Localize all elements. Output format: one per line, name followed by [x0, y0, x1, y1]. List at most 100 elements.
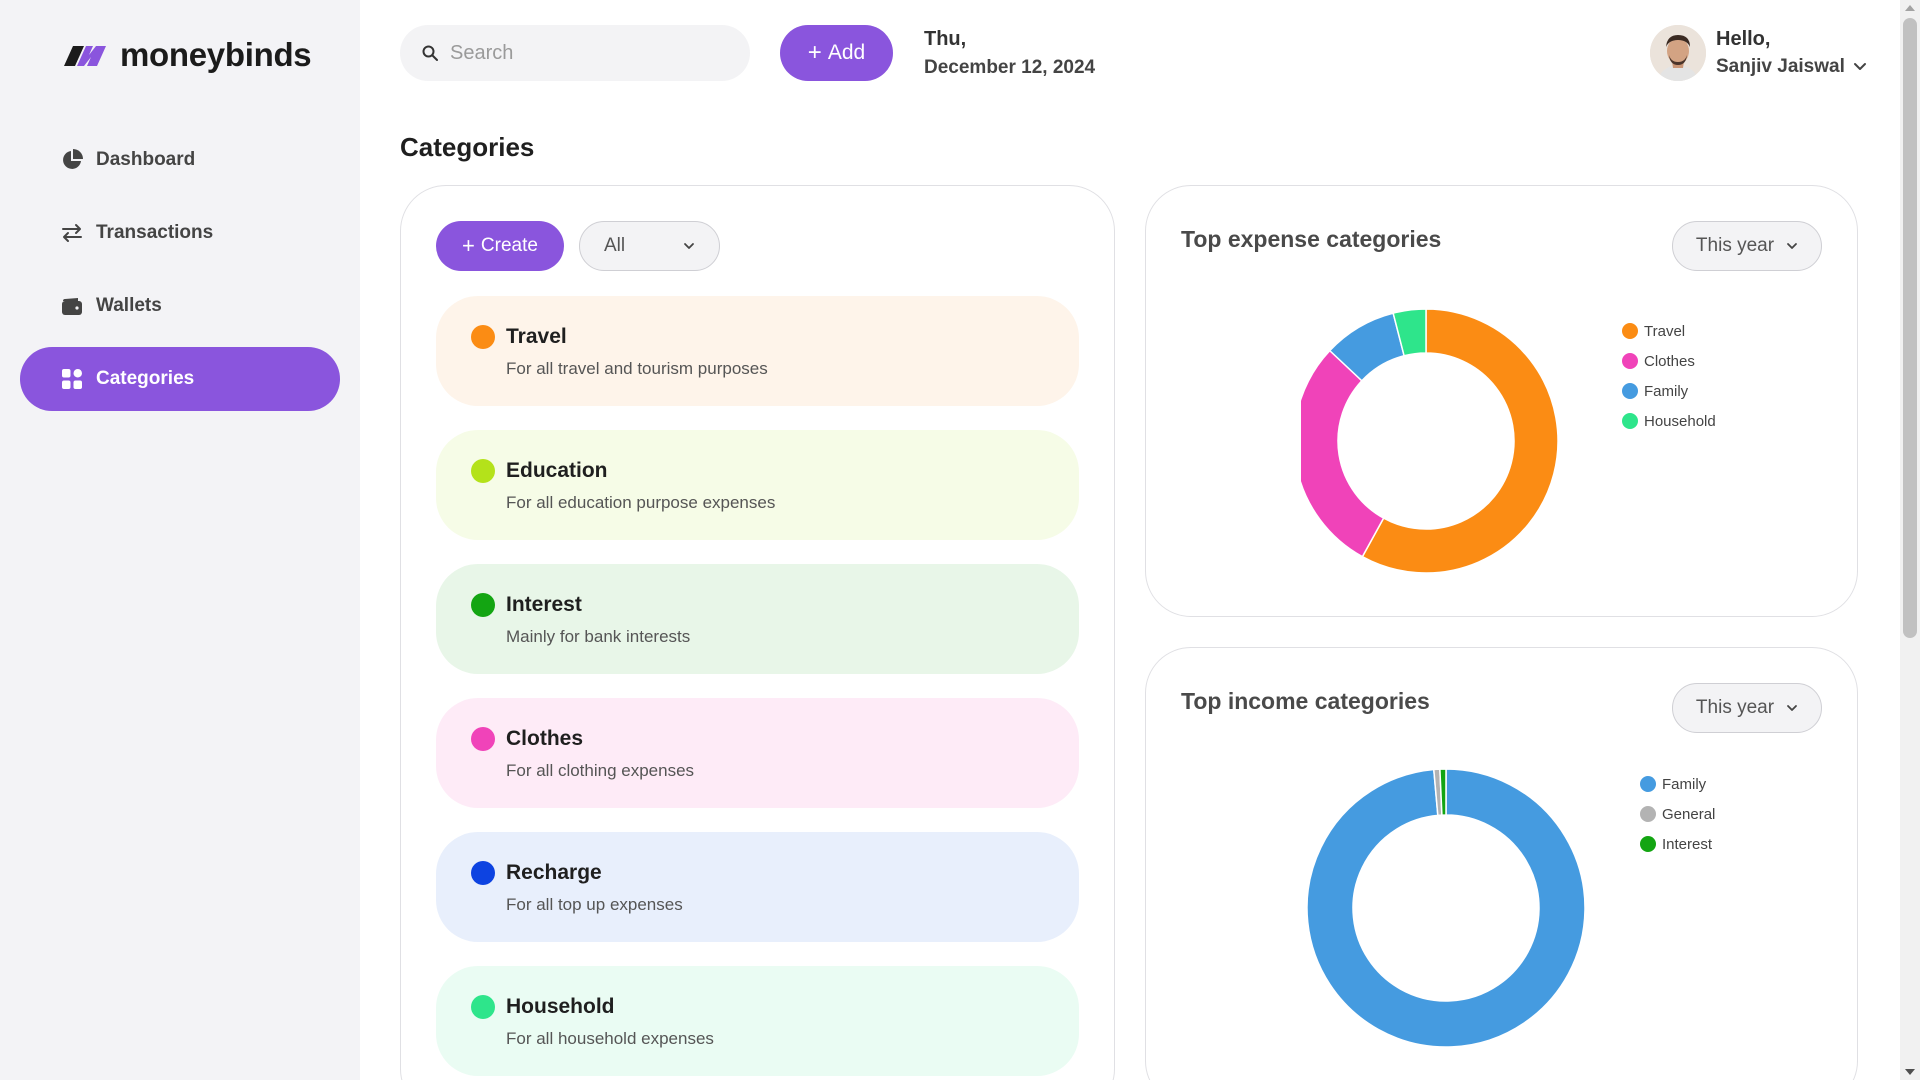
scroll-down-arrow-icon[interactable] [1905, 1069, 1915, 1075]
user-greeting: Hello, Sanjiv Jaiswal [1716, 28, 1867, 78]
sidebar: moneybinds Dashboard Transactions Wallet… [0, 0, 360, 1080]
legend-color-dot [1640, 836, 1656, 852]
search-input[interactable] [450, 41, 730, 65]
sidebar-item-label: Wallets [96, 295, 162, 316]
wallet-icon [60, 294, 84, 318]
category-description: For all household expenses [506, 1029, 714, 1048]
period-select[interactable]: This year [1672, 221, 1822, 271]
search-box[interactable] [400, 25, 750, 81]
chevron-down-icon [684, 243, 694, 249]
create-category-button[interactable]: + Create [436, 221, 564, 271]
sidebar-nav: Dashboard Transactions Wallets Categorie… [20, 128, 340, 420]
date-day: Thu, [924, 28, 967, 50]
greeting-text: Hello, [1716, 28, 1771, 50]
category-color-dot [471, 861, 495, 885]
filter-value: All [604, 235, 626, 256]
plus-icon: + [462, 233, 475, 258]
category-name: Education [506, 459, 608, 482]
app-logo[interactable]: moneybinds [60, 36, 312, 74]
legend-item-travel[interactable]: Travel [1622, 316, 1716, 346]
user-name-row[interactable]: Sanjiv Jaiswal [1716, 56, 1867, 78]
legend-label: Household [1644, 412, 1716, 430]
add-button[interactable]: + Add [780, 25, 893, 81]
donut-slice-interest[interactable] [1439, 768, 1447, 816]
user-name: Sanjiv Jaiswal [1716, 56, 1845, 77]
category-card-clothes[interactable]: Clothes For all clothing expenses [436, 698, 1079, 808]
category-description: For all travel and tourism purposes [506, 359, 768, 378]
plus-icon: + [807, 39, 822, 66]
category-card-education[interactable]: Education For all education purpose expe… [436, 430, 1079, 540]
user-avatar-icon [1650, 25, 1706, 81]
chart-legend: Family General Interest [1640, 769, 1715, 859]
legend-label: Family [1662, 775, 1707, 793]
expense-donut-chart [1301, 308, 1559, 574]
category-description: For all top up expenses [506, 895, 683, 914]
legend-item-clothes[interactable]: Clothes [1622, 346, 1716, 376]
date-full: December 12, 2024 [924, 57, 1096, 78]
legend-item-general[interactable]: General [1640, 799, 1715, 829]
sidebar-item-categories[interactable]: Categories [20, 347, 340, 411]
page-scrollbar[interactable] [1900, 0, 1920, 1080]
categories-panel: + Create All Travel For all travel and t… [400, 185, 1115, 1080]
moneybinds-logo-icon [64, 46, 106, 66]
scroll-up-arrow-icon[interactable] [1905, 5, 1915, 11]
legend-item-family[interactable]: Family [1622, 376, 1716, 406]
legend-label: General [1662, 805, 1716, 823]
sidebar-item-wallets[interactable]: Wallets [20, 274, 340, 338]
chevron-down-icon [1853, 63, 1866, 70]
scrollbar-thumb[interactable] [1903, 18, 1917, 638]
sidebar-item-dashboard[interactable]: Dashboard [20, 128, 340, 192]
chart-title: Top expense categories [1181, 226, 1442, 252]
donut-slice-clothes[interactable] [1301, 349, 1385, 558]
app-name: moneybinds [120, 36, 312, 73]
legend-label: Clothes [1644, 352, 1695, 370]
category-name: Household [506, 995, 615, 1018]
category-card-interest[interactable]: Interest Mainly for bank interests [436, 564, 1079, 674]
legend-item-household[interactable]: Household [1622, 406, 1716, 436]
legend-label: Family [1644, 382, 1689, 400]
category-card-household[interactable]: Household For all household expenses [436, 966, 1079, 1076]
add-button-label: Add [827, 41, 866, 64]
chart-title: Top income categories [1181, 688, 1430, 714]
category-description: For all education purpose expenses [506, 493, 776, 512]
legend-color-dot [1640, 776, 1656, 792]
category-list: Travel For all travel and tourism purpos… [436, 296, 1079, 1080]
legend-color-dot [1622, 413, 1638, 429]
donut-slice-household[interactable] [1392, 308, 1427, 357]
legend-color-dot [1622, 353, 1638, 369]
category-card-recharge[interactable]: Recharge For all top up expenses [436, 832, 1079, 942]
category-filter-select[interactable]: All [579, 221, 720, 271]
sidebar-item-label: Dashboard [96, 149, 196, 170]
legend-color-dot [1622, 383, 1638, 399]
grid-icon [60, 367, 84, 391]
current-date: Thu, December 12, 2024 [924, 28, 1095, 79]
category-description: For all clothing expenses [506, 761, 695, 780]
chevron-down-icon [1787, 243, 1797, 249]
sidebar-item-label: Transactions [96, 222, 214, 243]
donut-slice-travel[interactable] [1361, 308, 1559, 574]
chart-legend: Travel Clothes Family Household [1622, 316, 1716, 436]
legend-item-family[interactable]: Family [1640, 769, 1715, 799]
category-card-travel[interactable]: Travel For all travel and tourism purpos… [436, 296, 1079, 406]
legend-item-interest[interactable]: Interest [1640, 829, 1715, 859]
legend-label: Travel [1644, 322, 1686, 340]
page-title: Categories [400, 132, 535, 162]
category-name: Interest [506, 593, 582, 616]
donut-slice-family[interactable] [1306, 768, 1586, 1048]
search-icon [422, 45, 438, 61]
period-select[interactable]: This year [1672, 683, 1822, 733]
legend-color-dot [1640, 806, 1656, 822]
category-name: Travel [506, 325, 567, 348]
sidebar-item-label: Categories [96, 368, 195, 389]
category-color-dot [471, 995, 495, 1019]
user-menu[interactable]: Hello, Sanjiv Jaiswal [1650, 25, 1867, 81]
avatar[interactable] [1650, 25, 1706, 81]
category-name: Clothes [506, 727, 584, 750]
expense-chart-panel: Top expense categories This year Travel C… [1145, 185, 1858, 617]
transfer-arrows-icon [60, 221, 84, 245]
category-description: Mainly for bank interests [506, 627, 691, 646]
sidebar-item-transactions[interactable]: Transactions [20, 201, 340, 265]
legend-color-dot [1622, 323, 1638, 339]
create-button-label: Create [480, 235, 538, 256]
pie-chart-icon [60, 148, 84, 172]
